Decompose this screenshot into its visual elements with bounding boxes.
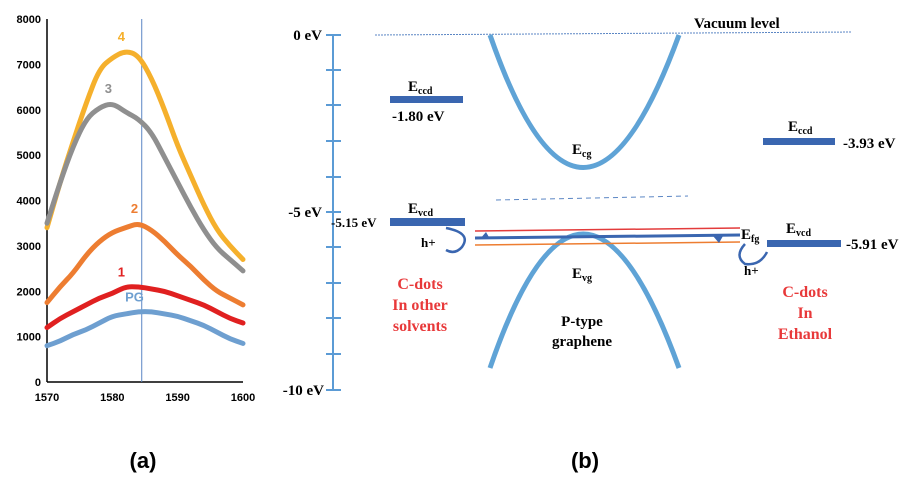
y-tick-label: 7000 bbox=[17, 59, 41, 71]
y-tick-label: 5000 bbox=[17, 150, 41, 162]
left-eccd-label: Eccd bbox=[408, 79, 433, 97]
y-tick-label: 2000 bbox=[17, 286, 41, 298]
series-labels: 4 3 2 1PG bbox=[105, 29, 144, 305]
energy-axis-ticks bbox=[326, 34, 341, 391]
evg-label: Evg bbox=[572, 266, 592, 284]
right-hole-label: h+ bbox=[744, 263, 759, 278]
right-title-line2: In bbox=[797, 305, 812, 322]
y-tick-label: 4000 bbox=[17, 196, 41, 208]
series-label-2: 2 bbox=[131, 201, 138, 216]
left-eccd-value: -1.80 eV bbox=[392, 109, 445, 125]
series-line-3 bbox=[44, 101, 246, 274]
graphene-label-line1: P-type bbox=[561, 314, 603, 330]
right-eccd-value: -3.93 eV bbox=[843, 136, 896, 152]
left-arrowhead bbox=[480, 232, 490, 239]
x-tick-label: 1580 bbox=[100, 392, 124, 404]
series-label-1: 1 bbox=[118, 265, 125, 280]
axis-label-5ev: -5 eV bbox=[288, 205, 322, 221]
y-tick-label: 0 bbox=[35, 377, 41, 389]
right-title-line3: Ethanol bbox=[778, 326, 833, 343]
left-hole-transfer-arrow bbox=[445, 226, 466, 254]
right-eccd-level bbox=[763, 138, 835, 145]
y-tick-label: 3000 bbox=[17, 241, 41, 253]
chart-series bbox=[44, 49, 246, 349]
right-title-line1: C-dots bbox=[782, 284, 827, 301]
left-eccd-level bbox=[390, 96, 463, 103]
left-title-line1: C-dots bbox=[397, 276, 442, 293]
fermi-orange-line bbox=[474, 241, 741, 246]
series-line-2 bbox=[44, 222, 246, 308]
left-evcd-level bbox=[390, 218, 465, 226]
series-label-4: 4 bbox=[118, 29, 126, 44]
graphene-label-line2: graphene bbox=[552, 334, 612, 350]
axis-label-0ev: 0 eV bbox=[293, 28, 322, 44]
series-line-1 bbox=[44, 284, 246, 331]
left-title-line2: In other bbox=[392, 297, 448, 314]
efg-label: Efg bbox=[741, 227, 759, 245]
y-tick-label: 8000 bbox=[17, 14, 41, 26]
left-hole-label: h+ bbox=[421, 235, 436, 250]
x-tick-label: 1600 bbox=[231, 392, 255, 404]
caption-b: (b) bbox=[571, 448, 599, 473]
left-evcd-label: Evcd bbox=[408, 201, 433, 219]
vacuum-level-label: Vacuum level bbox=[694, 16, 780, 32]
right-evcd-label: Evcd bbox=[786, 221, 811, 239]
x-tick-labels: 1570 1580 1590 1600 bbox=[35, 392, 255, 404]
graphene-valence-cone bbox=[487, 231, 682, 369]
graphene-conduction-cone bbox=[487, 34, 682, 170]
ecg-label: Ecg bbox=[572, 142, 591, 160]
y-tick-label: 1000 bbox=[17, 332, 41, 344]
left-title-line3: solvents bbox=[393, 318, 447, 335]
right-evcd-level bbox=[767, 240, 841, 247]
x-tick-label: 1570 bbox=[35, 392, 59, 404]
y-tick-labels: 0 1000 2000 3000 4000 5000 6000 7000 8000 bbox=[17, 14, 41, 389]
axis-label-10ev: -10 eV bbox=[283, 383, 324, 399]
right-evcd-value: -5.91 eV bbox=[846, 237, 899, 253]
left-evcd-value: -5.15 eV bbox=[331, 215, 377, 230]
right-hole-transfer-arrow bbox=[738, 243, 769, 266]
series-label-3: 3 bbox=[105, 81, 112, 96]
series-line-pg bbox=[44, 309, 246, 349]
fermi-blue-line bbox=[474, 233, 741, 240]
series-label-pg: PG bbox=[125, 290, 144, 305]
vacuum-level-line bbox=[374, 31, 853, 36]
energy-diagram: 0 eV -5 eV -10 eV Vacuum level Ecg Evg P… bbox=[283, 16, 899, 399]
right-eccd-label: Eccd bbox=[788, 119, 813, 137]
right-arrowhead bbox=[713, 236, 723, 243]
y-tick-label: 6000 bbox=[17, 105, 41, 117]
x-tick-label: 1590 bbox=[165, 392, 189, 404]
caption-a: (a) bbox=[130, 448, 157, 473]
fermi-red-line bbox=[474, 227, 741, 232]
dirac-point-line bbox=[495, 195, 689, 201]
